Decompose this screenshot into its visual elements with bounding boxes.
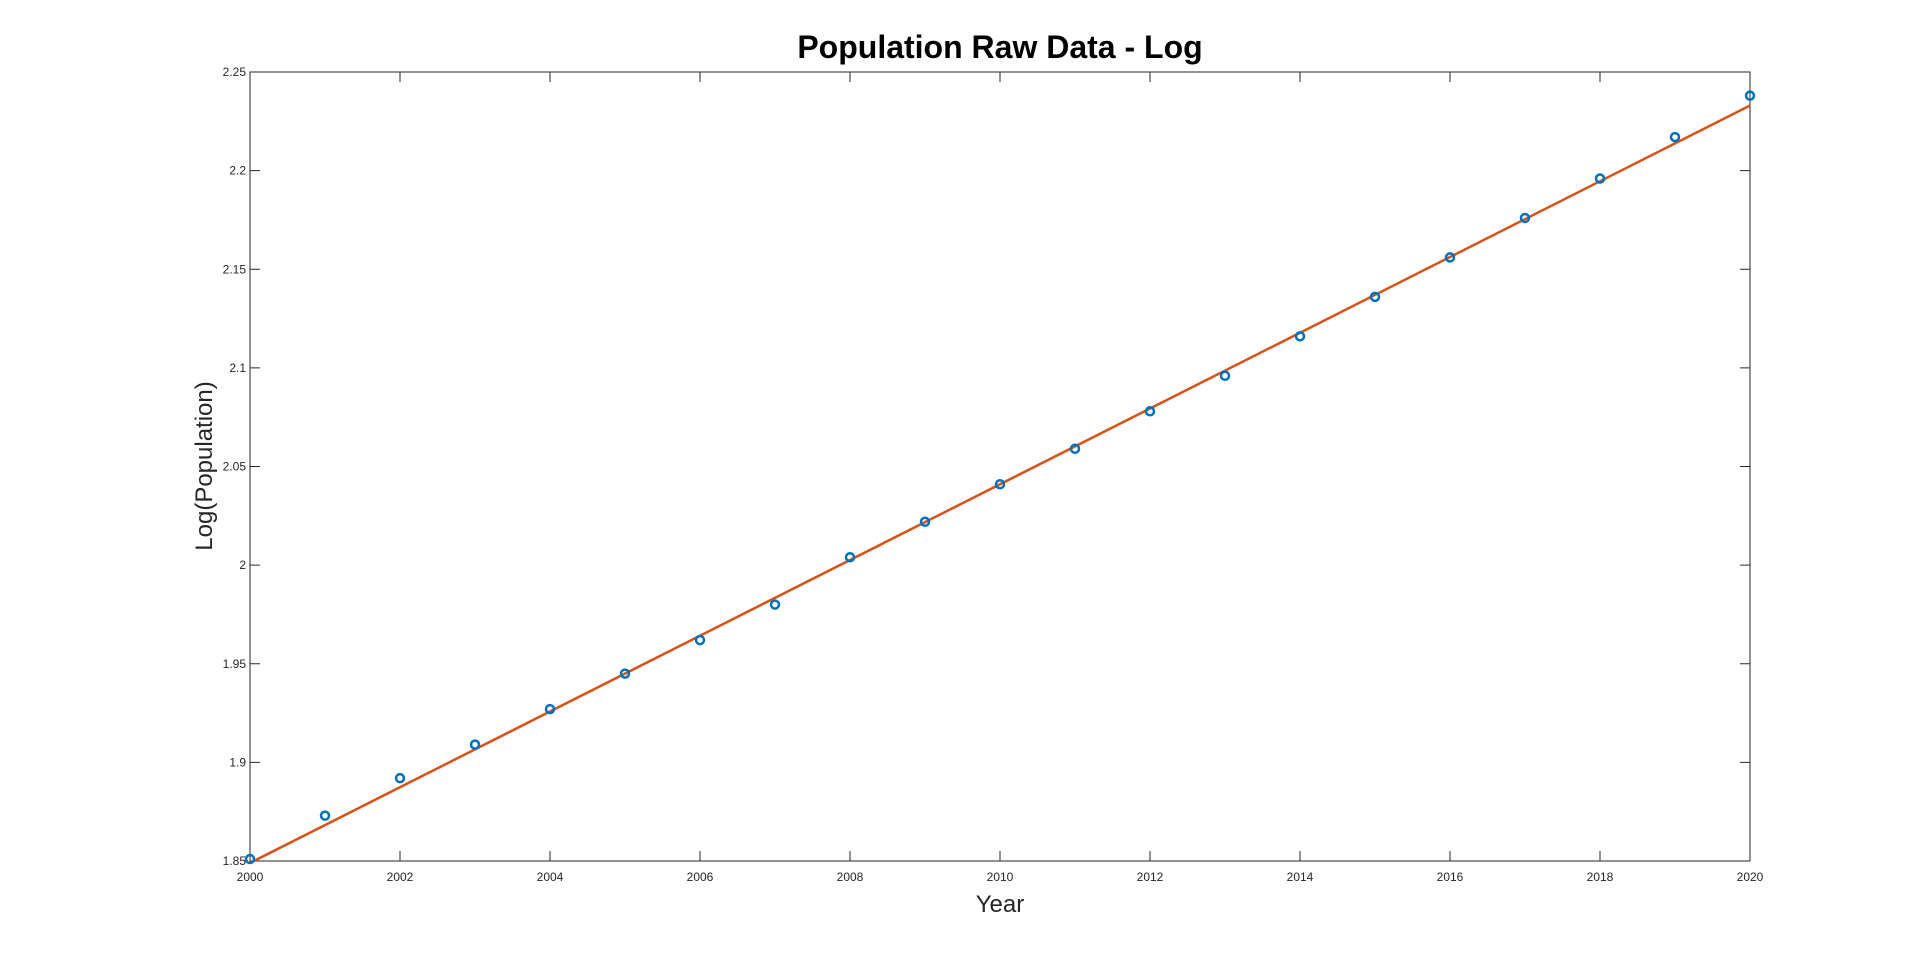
data-point	[319, 810, 331, 821]
x-tick-label: 2000	[237, 870, 264, 884]
y-tick-label: 1.9	[229, 755, 246, 769]
data-point	[1594, 173, 1606, 184]
data-point	[1144, 406, 1156, 417]
data-point	[844, 551, 856, 563]
x-tick-label: 2016	[1437, 870, 1464, 884]
y-tick-label: 2	[239, 558, 246, 572]
x-tick-label: 2020	[1737, 870, 1764, 884]
chart-title: Population Raw Data - Log	[797, 29, 1202, 65]
y-axis-ticks: 1.85 1.9 1.95 2 2.05 2.1 2.15 2.2 2.25	[223, 65, 1750, 868]
data-point	[1669, 131, 1681, 143]
y-tick-label: 2.1	[229, 361, 246, 375]
axes-box	[249, 71, 1751, 862]
y-tick-label: 1.85	[223, 854, 247, 868]
x-tick-label: 2006	[687, 870, 714, 884]
x-axis-ticks: 2000 2002 2004 2006 2008 2010 2012 2014 2016 2018…	[237, 72, 1764, 884]
data-point	[1744, 90, 1756, 101]
data-point	[1294, 331, 1306, 342]
y-tick-label: 2.05	[223, 460, 247, 474]
y-tick-label: 2.2	[229, 164, 246, 178]
data-point	[244, 853, 256, 865]
x-tick-label: 2004	[537, 870, 564, 884]
y-axis-label: Log(Population)	[191, 381, 218, 550]
data-point	[544, 703, 556, 715]
data-points-group	[244, 90, 1756, 865]
y-tick-label: 1.95	[223, 657, 247, 671]
data-point	[1069, 443, 1081, 454]
data-point	[919, 516, 931, 527]
data-point	[394, 772, 406, 784]
x-tick-label: 2014	[1287, 870, 1314, 884]
data-point	[1444, 252, 1456, 263]
data-point	[1369, 291, 1381, 303]
x-tick-label: 2018	[1587, 870, 1614, 884]
x-tick-label: 2002	[387, 870, 414, 884]
data-point	[469, 739, 481, 750]
fit-line	[249, 104, 1751, 865]
x-tick-label: 2010	[987, 870, 1014, 884]
x-axis-label: Year	[976, 891, 1025, 918]
data-point	[619, 668, 631, 679]
data-point	[769, 599, 781, 610]
y-tick-label: 2.25	[223, 65, 247, 79]
fit-line-group	[249, 104, 1751, 865]
data-point	[694, 634, 706, 646]
x-tick-label: 2012	[1137, 870, 1164, 884]
data-point	[1519, 212, 1531, 224]
data-point	[1219, 370, 1231, 382]
data-point	[994, 479, 1006, 490]
y-tick-label: 2.15	[223, 262, 247, 276]
x-tick-label: 2008	[837, 870, 864, 884]
